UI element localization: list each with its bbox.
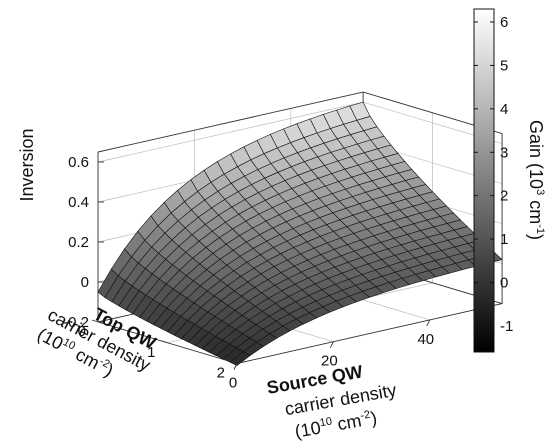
colorbar-tick-label: 3 [500, 144, 508, 161]
colorbar-tick-label: 1 [500, 231, 508, 248]
colorbar-tick-label: 6 [500, 14, 508, 31]
x-tick-mark [233, 363, 238, 370]
y-tick-label: 1 [147, 344, 155, 361]
z-tick-label: -0.2 [63, 314, 89, 331]
surface-mesh [97, 101, 503, 366]
x-tick-mark [426, 319, 431, 327]
y-axis-ticks: 0 1 2 [78, 319, 238, 382]
x-tick-label: 40 [417, 331, 434, 348]
y-tick-mark [91, 319, 99, 323]
box-edge-front [236, 303, 503, 364]
colorbar-tick-label: 2 [500, 188, 508, 205]
z-tick-label: 0.6 [68, 154, 89, 171]
colorbar [473, 8, 495, 353]
colorbar-tick-label: 5 [500, 57, 508, 74]
z-tick-label: 0.2 [68, 234, 89, 251]
x-tick-label: 0 [229, 375, 237, 392]
z-tick-label: 0.4 [68, 194, 89, 211]
y-tick-mark [230, 361, 238, 364]
y-tick-label: 2 [217, 365, 225, 382]
z-axis-label: Inversion [17, 128, 37, 201]
surface-patch [229, 351, 251, 366]
y-tick-label: 0 [78, 323, 86, 340]
y-tick-mark [161, 340, 168, 344]
x-tick-mark [329, 341, 334, 348]
z-axis-ticks: -0.2 0 0.2 0.4 0.6 [63, 154, 104, 331]
x-axis-label: Source QW carrier density (1010 cm-2) [265, 361, 398, 442]
colorbar-tick-label: -1 [500, 318, 513, 335]
box-edge [97, 91, 364, 153]
z-tick-label: 0 [81, 274, 89, 291]
colorbar-label: Gain (103 cm-1) [526, 120, 546, 240]
colorbar-ticks: -1 0 1 2 3 4 5 6 [474, 14, 513, 335]
x-tick-label: 20 [321, 353, 338, 370]
x-axis-label-line3: (1010 cm-2) [293, 408, 378, 442]
x-axis-ticks: 0 20 40 [229, 319, 434, 392]
colorbar-tick-label: 0 [500, 275, 508, 292]
colorbar-tick-label: 4 [500, 101, 508, 118]
